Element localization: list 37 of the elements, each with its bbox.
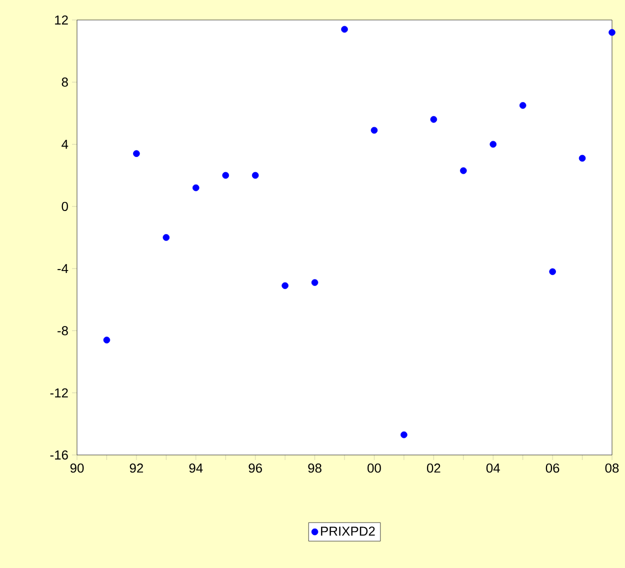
x-tick-label: 90 [70,464,84,473]
point [103,336,110,344]
x-tick-label: 02 [426,464,440,473]
point [252,172,259,179]
x-tick-label: 00 [368,464,381,473]
point [460,167,467,174]
point [162,234,170,241]
point [549,268,556,276]
y-tick-label: 12 [55,15,68,25]
x-tick-label: 06 [546,464,560,473]
y-tick-label: -4 [58,264,68,274]
point [578,154,586,162]
point [430,116,438,123]
point [311,279,318,286]
point [133,150,140,157]
x-tick-label: 92 [130,464,143,473]
x-tick-label: 94 [189,464,203,473]
legend-label: PRIXPD2 [321,526,375,536]
point [400,431,408,438]
point [608,29,616,36]
point [222,172,230,179]
y-tick-label: 0 [62,202,68,211]
point [490,140,497,148]
x-tick-label: 98 [308,464,322,473]
x-tick-label: 08 [605,464,619,473]
y-tick-label: 8 [62,78,68,87]
point [370,126,378,134]
x-tick-label: 04 [486,464,500,473]
y-tick-label: -8 [58,326,68,336]
y-tick-label: -16 [50,450,68,460]
y-tick-label: 4 [62,140,68,149]
point [282,282,288,290]
point [192,184,200,192]
x-tick-label: 96 [248,464,262,473]
point [341,26,348,33]
y-tick-label: -12 [50,388,68,398]
point [519,102,526,109]
